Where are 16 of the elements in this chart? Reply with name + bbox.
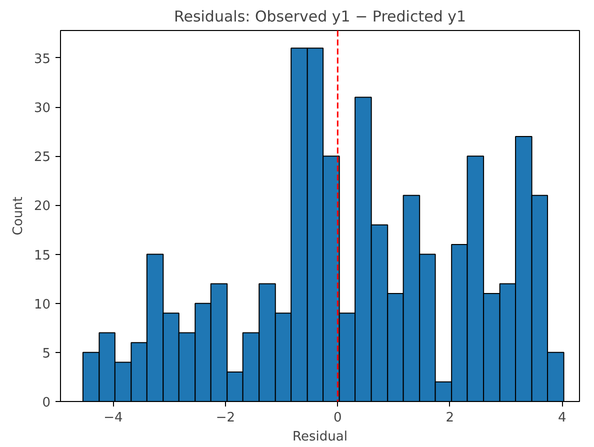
y-tick-label: 15 [34, 248, 51, 264]
x-tick-label: 4 [558, 410, 566, 426]
y-tick-label: 35 [34, 52, 51, 67]
x-tick-label: −4 [104, 410, 123, 426]
x-tick-label: 2 [446, 410, 454, 426]
x-axis-title: Residual [292, 430, 348, 444]
x-tick-label: −2 [216, 410, 236, 426]
y-tick-label: 0 [42, 396, 51, 410]
y-tick-label: 25 [34, 150, 51, 166]
chart-title: Residuals: Observed y1 − Predicted y1 [174, 8, 466, 26]
y-tick-label: 20 [34, 199, 51, 214]
y-axis-title: Count [10, 196, 26, 236]
y-tick-label: 30 [34, 101, 51, 116]
y-tick-label: 5 [42, 346, 51, 362]
x-tick-label: 0 [334, 410, 342, 426]
y-tick-label: 10 [34, 297, 51, 312]
